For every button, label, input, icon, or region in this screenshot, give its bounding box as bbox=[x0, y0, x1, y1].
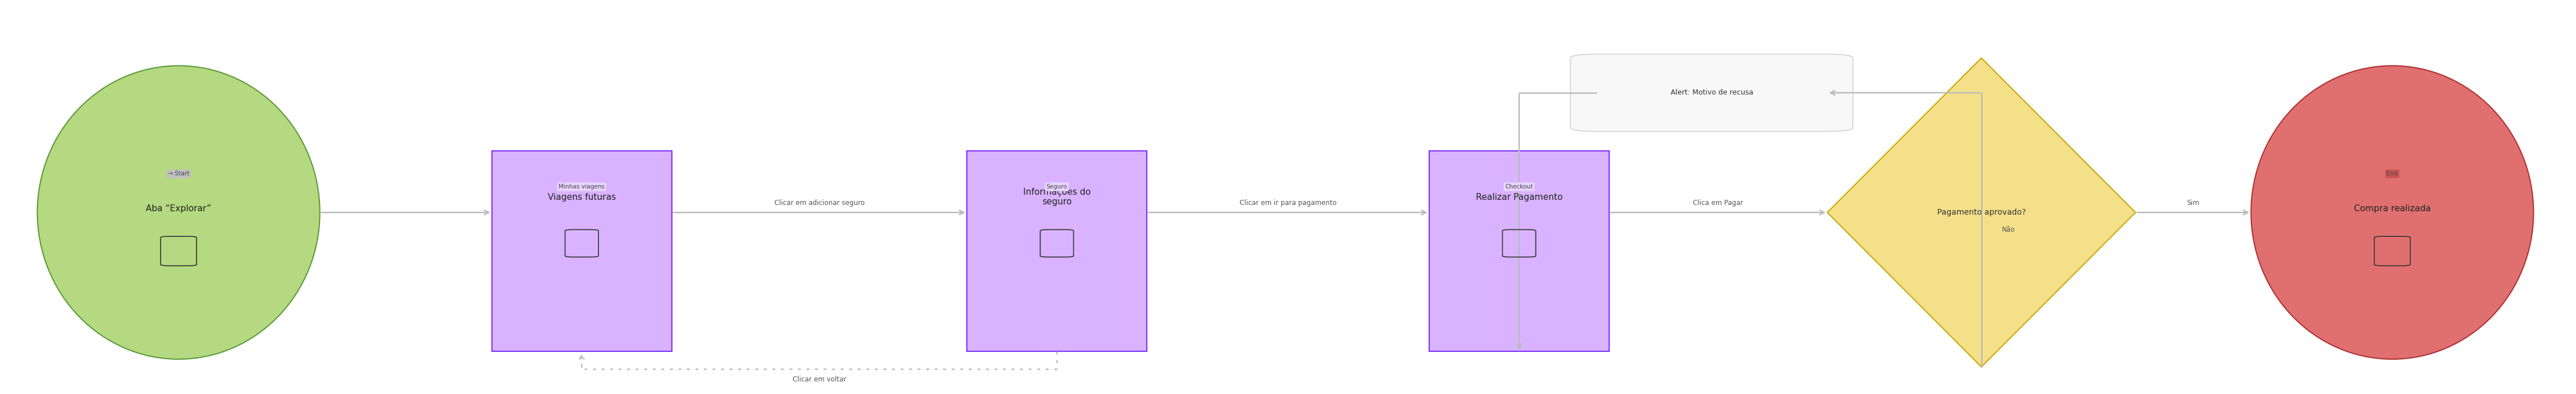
Text: Clicar em ir para pagamento: Clicar em ir para pagamento bbox=[1239, 199, 1337, 206]
Text: Sim: Sim bbox=[2187, 199, 2200, 206]
FancyBboxPatch shape bbox=[492, 151, 672, 351]
Text: Seguro: Seguro bbox=[1046, 184, 1066, 190]
Text: Viagens futuras: Viagens futuras bbox=[549, 193, 616, 201]
FancyBboxPatch shape bbox=[966, 151, 1146, 351]
Text: Não: Não bbox=[2002, 226, 2014, 234]
Text: Informações do
seguro: Informações do seguro bbox=[1023, 188, 1090, 206]
Text: Alert: Motivo de recusa: Alert: Motivo de recusa bbox=[1669, 89, 1754, 97]
Text: Minhas viagens: Minhas viagens bbox=[559, 184, 605, 190]
Text: End: End bbox=[2385, 171, 2398, 177]
Text: → Start: → Start bbox=[167, 171, 188, 177]
Text: Compra realizada: Compra realizada bbox=[2354, 204, 2432, 213]
FancyBboxPatch shape bbox=[1571, 54, 1852, 131]
Text: Pagamento aprovado?: Pagamento aprovado? bbox=[1937, 208, 2025, 216]
FancyBboxPatch shape bbox=[1430, 151, 1610, 351]
Text: Clicar em adicionar seguro: Clicar em adicionar seguro bbox=[775, 199, 866, 206]
Text: Clica em Pagar: Clica em Pagar bbox=[1692, 199, 1744, 206]
Ellipse shape bbox=[2251, 66, 2535, 359]
Polygon shape bbox=[1826, 58, 2136, 367]
Text: Aba “Explorar”: Aba “Explorar” bbox=[147, 204, 211, 213]
Text: Clicar em voltar: Clicar em voltar bbox=[793, 376, 845, 383]
Text: Realizar Pagamento: Realizar Pagamento bbox=[1476, 193, 1564, 201]
Ellipse shape bbox=[36, 66, 319, 359]
Text: Checkout: Checkout bbox=[1504, 184, 1533, 190]
